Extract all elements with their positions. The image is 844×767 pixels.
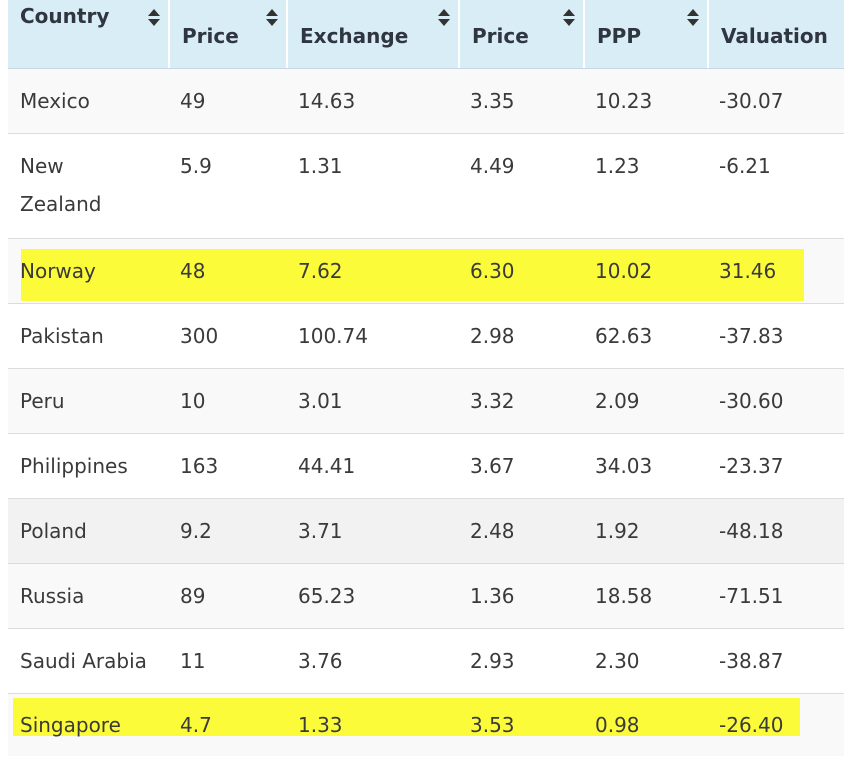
table-row: Russia 89 65.23 1.36 18.58 -71.51 [8,564,844,629]
sort-icon[interactable] [266,7,278,29]
cell-ppp: 1.23 [595,154,640,178]
cell-valuation: -26.40 [719,713,784,737]
cell-exchange: 65.23 [298,584,356,608]
cell-price: 89 [180,584,206,608]
cell-ppp: 2.09 [595,389,640,413]
cell-usd-price: 4.49 [470,154,515,178]
cell-valuation: -37.83 [719,324,784,348]
table-row: Peru 10 3.01 3.32 2.09 -30.60 [8,369,844,434]
cell-usd-price: 2.98 [470,324,515,348]
cell-exchange: 44.41 [298,454,356,478]
cell-ppp: 2.30 [595,649,640,673]
cell-exchange: 7.62 [298,259,343,283]
cell-price: 11 [180,649,206,673]
cell-price: 4.7 [180,713,212,737]
cell-usd-price: 6.30 [470,259,515,283]
cell-ppp: 18.58 [595,584,653,608]
cell-usd-price: 1.36 [470,584,515,608]
cell-ppp: 0.98 [595,713,640,737]
column-header-valuation[interactable]: Valuation [707,0,844,68]
cell-price: 10 [180,389,206,413]
cell-ppp: 34.03 [595,454,653,478]
cell-valuation: -30.07 [719,89,784,113]
cell-country: Mexico [20,89,90,113]
cell-price: 300 [180,324,219,348]
cell-country: Russia [20,584,85,608]
cell-country: Philippines [20,454,128,478]
cell-valuation: -48.18 [719,519,784,543]
row-highlight [13,698,800,736]
cell-country: Peru [20,389,65,413]
table-row: Philippines 163 44.41 3.67 34.03 -23.37 [8,434,844,499]
cell-usd-price: 2.48 [470,519,515,543]
cell-country: Saudi Arabia [20,649,147,673]
sort-icon[interactable] [563,7,575,29]
data-table: Country Price Exchange Price PPP Valuati… [8,0,844,756]
cell-valuation: -71.51 [719,584,784,608]
cell-price: 163 [180,454,219,478]
table-row: New Zealand 5.9 1.31 4.49 1.23 -6.21 [8,134,844,239]
table-row: Poland 9.2 3.71 2.48 1.92 -48.18 [8,499,844,564]
cell-exchange: 100.74 [298,324,368,348]
cell-valuation: -38.87 [719,649,784,673]
cell-country: New Zealand [20,154,102,216]
cell-valuation: -6.21 [719,154,771,178]
cell-price: 9.2 [180,519,212,543]
cell-valuation: 31.46 [719,259,777,283]
cell-price: 48 [180,259,206,283]
column-header-label: Exchange [300,24,409,48]
sort-icon[interactable] [687,7,699,29]
cell-price: 49 [180,89,206,113]
table-header: Country Price Exchange Price PPP Valuati… [8,0,844,69]
cell-exchange: 3.76 [298,649,343,673]
table-row: Pakistan 300 100.74 2.98 62.63 -37.83 [8,304,844,369]
cell-valuation: -23.37 [719,454,784,478]
column-header-label: Valuation [721,24,828,48]
table-row: Mexico 49 14.63 3.35 10.23 -30.07 [8,69,844,134]
cell-price: 5.9 [180,154,212,178]
column-header-price[interactable]: Price [168,0,288,68]
cell-country: Singapore [20,713,121,737]
sort-icon[interactable] [438,7,450,29]
column-header-label: Price [472,24,529,48]
cell-usd-price: 3.35 [470,89,515,113]
column-header-ppp[interactable]: PPP [583,0,709,68]
cell-exchange: 3.71 [298,519,343,543]
cell-usd-price: 3.32 [470,389,515,413]
cell-valuation: -30.60 [719,389,784,413]
table-row: Singapore 4.7 1.33 3.53 0.98 -26.40 [8,694,844,756]
cell-ppp: 1.92 [595,519,640,543]
cell-country: Poland [20,519,87,543]
table-row: Norway 48 7.62 6.30 10.02 31.46 [8,239,844,304]
cell-exchange: 3.01 [298,389,343,413]
cell-country: Norway [20,259,96,283]
column-header-label: Country [20,4,110,28]
column-header-label: Price [182,24,239,48]
cell-ppp: 10.02 [595,259,653,283]
column-header-country[interactable]: Country [8,0,168,68]
cell-exchange: 1.33 [298,713,343,737]
column-header-exchange[interactable]: Exchange [286,0,460,68]
cell-country: Pakistan [20,324,104,348]
cell-ppp: 62.63 [595,324,653,348]
cell-usd-price: 2.93 [470,649,515,673]
table-row: Saudi Arabia 11 3.76 2.93 2.30 -38.87 [8,629,844,694]
column-header-label: PPP [597,24,641,48]
cell-usd-price: 3.67 [470,454,515,478]
cell-usd-price: 3.53 [470,713,515,737]
cell-exchange: 14.63 [298,89,356,113]
cell-exchange: 1.31 [298,154,343,178]
column-header-usd-price[interactable]: Price [458,0,585,68]
cell-ppp: 10.23 [595,89,653,113]
row-highlight [21,249,804,301]
sort-icon[interactable] [148,7,160,29]
